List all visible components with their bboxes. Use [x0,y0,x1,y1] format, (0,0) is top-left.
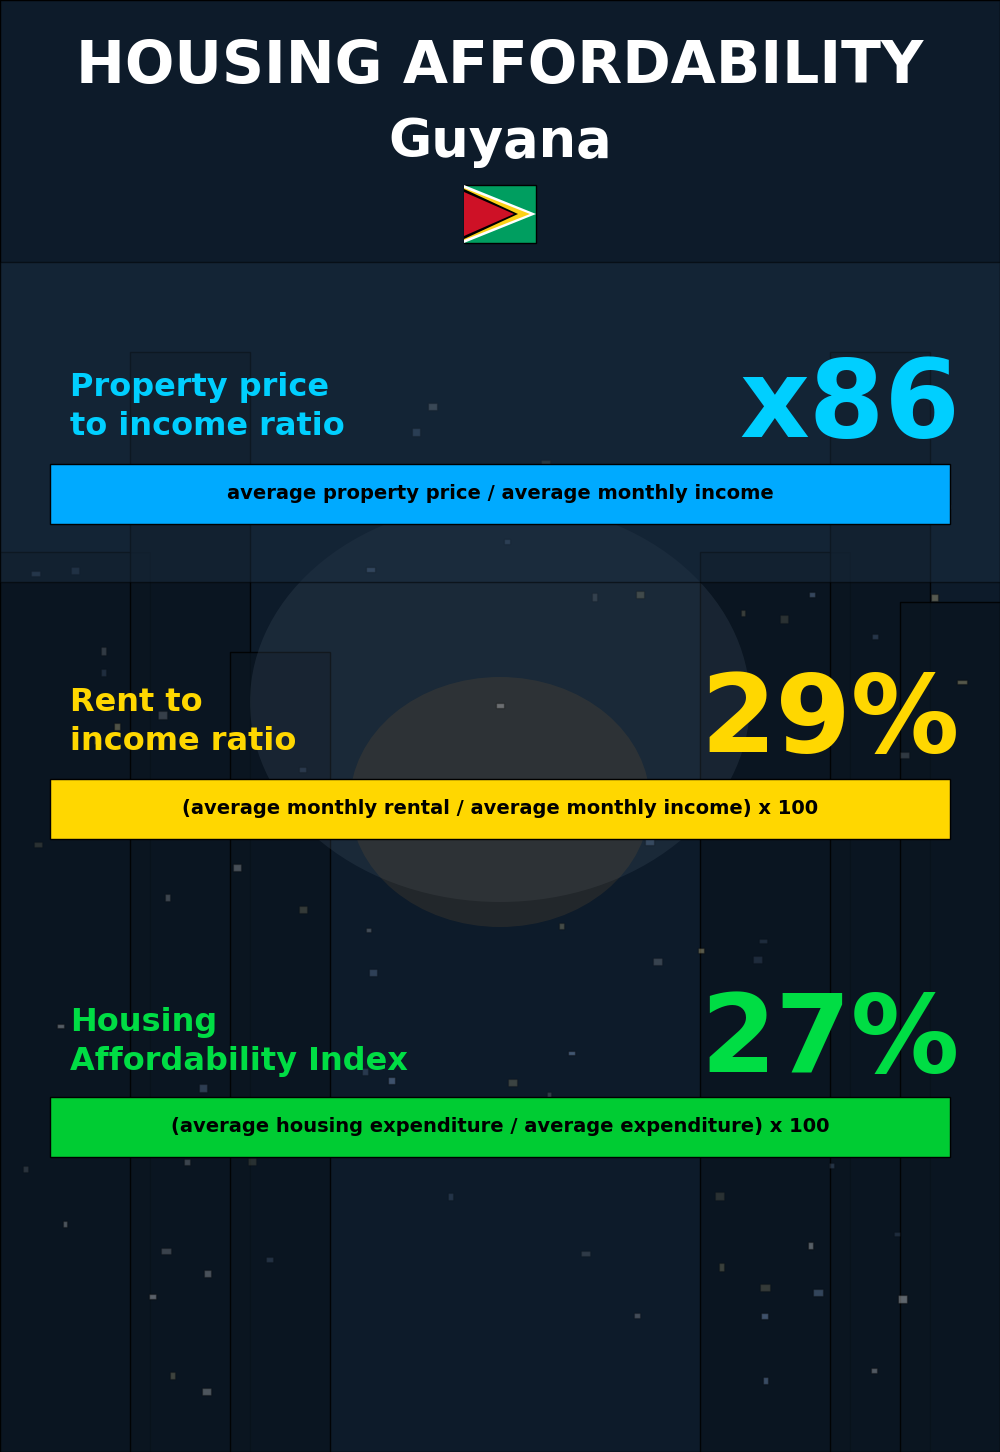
FancyBboxPatch shape [0,261,1000,582]
Polygon shape [464,192,514,237]
Text: Housing
Affordability Index: Housing Affordability Index [70,1006,408,1077]
FancyBboxPatch shape [161,1249,171,1255]
Text: x86: x86 [739,354,960,460]
FancyBboxPatch shape [779,468,788,475]
FancyBboxPatch shape [101,648,106,655]
FancyBboxPatch shape [700,552,850,1452]
FancyBboxPatch shape [763,1376,768,1384]
Polygon shape [464,184,536,242]
FancyBboxPatch shape [698,948,704,953]
Text: (average housing expenditure / average expenditure) x 100: (average housing expenditure / average e… [171,1117,829,1135]
FancyBboxPatch shape [266,1256,273,1262]
FancyBboxPatch shape [23,1166,28,1172]
FancyBboxPatch shape [900,752,909,758]
FancyBboxPatch shape [362,1067,368,1074]
FancyBboxPatch shape [31,571,40,575]
FancyBboxPatch shape [165,894,170,900]
FancyBboxPatch shape [204,1270,211,1278]
FancyBboxPatch shape [94,738,101,743]
FancyBboxPatch shape [634,1314,640,1317]
FancyBboxPatch shape [57,1024,64,1028]
FancyBboxPatch shape [871,1368,877,1374]
FancyBboxPatch shape [63,1221,67,1227]
Text: Guyana: Guyana [388,116,612,168]
FancyBboxPatch shape [933,488,942,494]
FancyBboxPatch shape [802,1101,809,1106]
FancyBboxPatch shape [496,703,504,707]
FancyBboxPatch shape [715,1192,724,1199]
FancyBboxPatch shape [552,823,559,829]
FancyBboxPatch shape [830,351,930,1452]
FancyBboxPatch shape [448,1194,453,1199]
FancyBboxPatch shape [230,652,330,1452]
FancyBboxPatch shape [101,668,106,677]
FancyBboxPatch shape [464,184,536,242]
FancyBboxPatch shape [894,1231,900,1237]
FancyBboxPatch shape [547,1092,551,1098]
FancyBboxPatch shape [761,1313,768,1320]
FancyBboxPatch shape [592,592,597,601]
FancyBboxPatch shape [184,1159,190,1166]
FancyBboxPatch shape [369,968,377,976]
FancyBboxPatch shape [130,351,250,1452]
FancyBboxPatch shape [738,677,745,682]
FancyBboxPatch shape [412,428,420,436]
FancyBboxPatch shape [253,806,258,812]
FancyBboxPatch shape [299,906,307,913]
FancyBboxPatch shape [719,1263,724,1270]
FancyBboxPatch shape [200,488,208,491]
FancyBboxPatch shape [50,780,950,839]
FancyBboxPatch shape [829,1163,834,1167]
FancyBboxPatch shape [50,465,950,524]
FancyBboxPatch shape [127,810,135,813]
Ellipse shape [350,677,650,926]
FancyBboxPatch shape [202,1388,211,1394]
FancyBboxPatch shape [462,831,471,836]
FancyBboxPatch shape [248,1159,256,1166]
FancyBboxPatch shape [957,680,967,684]
Polygon shape [464,187,530,240]
FancyBboxPatch shape [942,504,951,508]
FancyBboxPatch shape [149,1294,156,1298]
FancyBboxPatch shape [921,481,928,485]
Text: (average monthly rental / average monthly income) x 100: (average monthly rental / average monthl… [182,799,818,817]
FancyBboxPatch shape [34,842,42,847]
FancyBboxPatch shape [653,958,662,964]
FancyBboxPatch shape [872,635,878,639]
Polygon shape [464,189,518,240]
FancyBboxPatch shape [780,616,788,623]
Text: Rent to
income ratio: Rent to income ratio [70,687,296,756]
FancyBboxPatch shape [504,539,510,544]
FancyBboxPatch shape [931,594,938,601]
FancyBboxPatch shape [199,1083,207,1092]
FancyBboxPatch shape [900,603,1000,1452]
Text: 29%: 29% [701,669,960,775]
FancyBboxPatch shape [741,610,745,616]
FancyBboxPatch shape [158,711,167,719]
FancyBboxPatch shape [50,1098,950,1157]
Text: 27%: 27% [701,989,960,1095]
FancyBboxPatch shape [809,592,815,597]
Ellipse shape [250,502,750,902]
FancyBboxPatch shape [568,1051,575,1056]
FancyBboxPatch shape [813,1289,823,1295]
FancyBboxPatch shape [541,460,550,466]
FancyBboxPatch shape [645,838,654,845]
FancyBboxPatch shape [170,1372,175,1379]
Text: HOUSING AFFORDABILITY: HOUSING AFFORDABILITY [76,39,924,96]
FancyBboxPatch shape [366,928,371,932]
FancyBboxPatch shape [113,482,119,486]
FancyBboxPatch shape [760,1284,770,1291]
FancyBboxPatch shape [71,568,79,575]
FancyBboxPatch shape [808,1243,813,1249]
FancyBboxPatch shape [366,566,375,572]
FancyBboxPatch shape [114,723,120,730]
FancyBboxPatch shape [898,1295,907,1302]
FancyBboxPatch shape [299,767,306,771]
FancyBboxPatch shape [482,799,492,803]
Text: Property price
to income ratio: Property price to income ratio [70,372,345,443]
FancyBboxPatch shape [581,1250,590,1256]
FancyBboxPatch shape [508,1079,517,1086]
FancyBboxPatch shape [388,1076,395,1085]
